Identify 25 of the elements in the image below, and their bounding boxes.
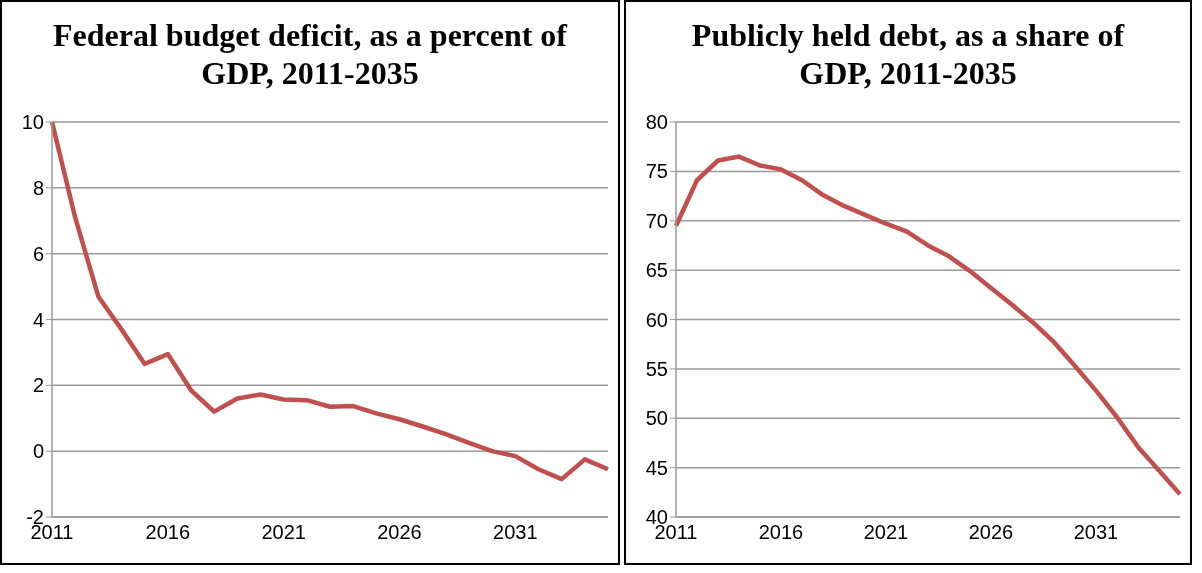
y-tick-label: 60 bbox=[645, 308, 668, 331]
y-tick-label: 0 bbox=[32, 440, 44, 463]
x-tick-label: 2021 bbox=[863, 521, 909, 544]
x-tick-label: 2026 bbox=[377, 521, 422, 544]
y-tick-label: 75 bbox=[645, 160, 668, 183]
x-tick-label: 2016 bbox=[145, 521, 191, 544]
y-tick-label: 10 bbox=[21, 111, 44, 134]
chart-title: Federal budget deficit, as a percent of GDP, 2011-2035 bbox=[52, 16, 569, 93]
y-tick-label: 70 bbox=[645, 209, 668, 232]
chart-title: Publicly held debt, as a share of GDP, 2011-2035 bbox=[690, 16, 1126, 93]
y-tick-label: 65 bbox=[645, 259, 668, 282]
line-series bbox=[673, 154, 1183, 497]
y-tick-label: 4 bbox=[32, 308, 44, 331]
y-tick-label: 80 bbox=[645, 111, 668, 134]
x-tick-label: 2031 bbox=[493, 521, 538, 544]
x-tick-label: 2026 bbox=[968, 521, 1014, 544]
y-tick-label: 45 bbox=[645, 456, 668, 479]
x-tick-label: 2031 bbox=[1073, 521, 1119, 544]
y-tick-label: 50 bbox=[645, 407, 668, 430]
x-tick-label: 2016 bbox=[758, 521, 804, 544]
y-tick-label: 55 bbox=[645, 357, 668, 380]
x-tick-label: 2021 bbox=[261, 521, 306, 544]
y-tick-label: 2 bbox=[32, 374, 44, 397]
y-tick-label: 6 bbox=[32, 242, 44, 265]
y-tick-label: 8 bbox=[32, 176, 44, 199]
